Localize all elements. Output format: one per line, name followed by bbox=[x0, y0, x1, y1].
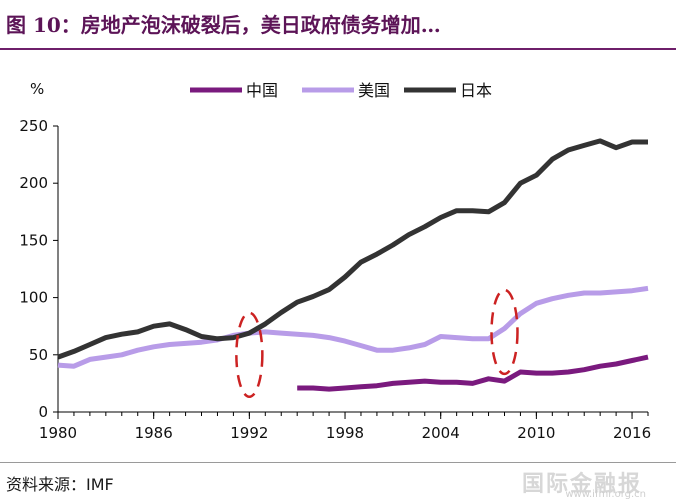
y-tick-label: 200 bbox=[19, 174, 48, 192]
highlight-ellipse-2 bbox=[490, 288, 519, 376]
series-line-2 bbox=[57, 285, 649, 369]
line-chart: % 0 50 100 150 200 250 1980 1986 1992 1998 2004 2010… bbox=[19, 80, 651, 442]
x-tick-label: 1992 bbox=[230, 424, 268, 442]
x-tick-label: 1986 bbox=[135, 424, 173, 442]
y-tick-label: 100 bbox=[19, 289, 48, 307]
footer: 资料来源：IMF 国际金融报 www.ifmr.org.cn bbox=[0, 462, 676, 500]
y-axis-label: % bbox=[30, 80, 44, 98]
x-tick-label: 2010 bbox=[517, 424, 555, 442]
watermark-logo: 国际金融报 bbox=[521, 471, 642, 497]
watermark-url: www.ifmr.org.cn bbox=[565, 489, 646, 500]
header: 图 10：房地产泡沫破裂后，美日政府债务增加… bbox=[0, 0, 676, 50]
legend-label: 美国 bbox=[358, 81, 390, 100]
series-line-3 bbox=[57, 138, 648, 360]
y-tick-label: 250 bbox=[19, 117, 48, 135]
x-tick-label: 2004 bbox=[422, 424, 460, 442]
series-line-1 bbox=[297, 354, 649, 392]
x-tick-label: 1998 bbox=[326, 424, 364, 442]
x-tick-label: 2016 bbox=[613, 424, 651, 442]
title-divider bbox=[0, 48, 676, 50]
y-tick-label: 150 bbox=[19, 231, 48, 249]
page-title: 图 10：房地产泡沫破裂后，美日政府债务增加… bbox=[6, 13, 441, 37]
y-tick-label: 0 bbox=[38, 403, 48, 421]
legend-label: 日本 bbox=[460, 81, 492, 100]
source-note: 资料来源：IMF bbox=[6, 475, 114, 494]
footer-divider bbox=[0, 462, 676, 463]
legend-label: 中国 bbox=[246, 81, 278, 100]
y-tick-label: 50 bbox=[29, 346, 48, 364]
x-tick-label: 1980 bbox=[39, 424, 77, 442]
highlight-ellipse-1 bbox=[235, 311, 264, 399]
